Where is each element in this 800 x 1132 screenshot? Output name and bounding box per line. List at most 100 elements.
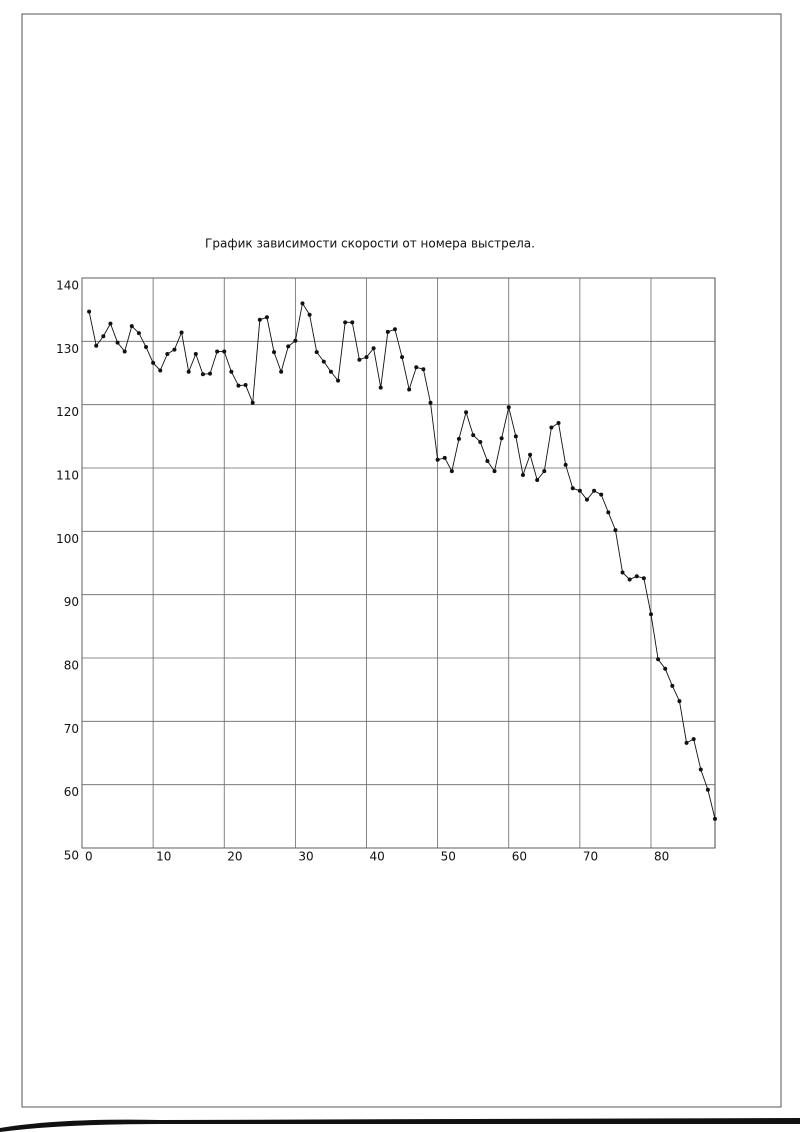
data-point: [279, 369, 284, 374]
x-tick-label: 10: [156, 850, 171, 864]
data-point: [208, 371, 213, 376]
data-point: [705, 787, 710, 792]
data-point: [371, 346, 376, 351]
data-point: [520, 472, 525, 477]
y-tick-label: 100: [56, 532, 79, 546]
data-point: [421, 367, 426, 372]
x-tick-label: 50: [441, 850, 456, 864]
data-point: [478, 440, 483, 445]
data-point: [87, 309, 92, 314]
chart-title: График зависимости скорости от номера вы…: [205, 237, 535, 251]
x-tick-label: 30: [298, 850, 313, 864]
data-point: [648, 612, 653, 617]
data-point: [250, 400, 255, 405]
y-tick-label: 70: [64, 722, 79, 736]
data-point: [328, 369, 333, 374]
data-point: [300, 301, 305, 306]
x-tick-label: 70: [583, 850, 598, 864]
data-point: [257, 317, 262, 322]
x-tick-label: 80: [654, 850, 669, 864]
data-point: [115, 340, 120, 345]
data-point: [357, 357, 362, 362]
data-point: [506, 405, 511, 410]
data-point: [613, 528, 618, 533]
data-point: [179, 330, 184, 335]
data-point: [385, 329, 390, 334]
data-point: [264, 315, 269, 320]
data-point: [528, 452, 533, 457]
data-point: [144, 345, 149, 350]
y-tick-label: 110: [56, 469, 79, 483]
data-point: [236, 383, 241, 388]
data-point: [542, 469, 547, 474]
data-point: [670, 683, 675, 688]
data-point: [634, 574, 639, 579]
data-point: [606, 510, 611, 515]
data-point: [307, 312, 312, 317]
data-point: [293, 338, 298, 343]
data-point: [570, 486, 575, 491]
data-point: [407, 387, 412, 392]
y-tick-label: 140: [56, 279, 79, 293]
data-point: [314, 350, 319, 355]
data-point: [535, 478, 540, 483]
x-tick-label: 20: [227, 850, 242, 864]
data-point: [563, 462, 568, 467]
data-point: [627, 577, 632, 582]
data-point: [336, 378, 341, 383]
data-point: [108, 321, 113, 326]
data-point: [165, 352, 170, 356]
data-point: [364, 355, 369, 360]
x-tick-label: 60: [512, 850, 527, 864]
data-point: [286, 344, 291, 349]
x-tick-label: 40: [369, 850, 384, 864]
data-point: [392, 327, 397, 332]
x-tick-label: 0: [85, 850, 93, 864]
data-point: [136, 331, 141, 336]
y-tick-label: 90: [64, 595, 79, 609]
data-point: [435, 457, 440, 462]
y-tick-label: 120: [56, 405, 79, 419]
data-point: [641, 576, 646, 581]
data-point: [449, 469, 454, 474]
data-point: [456, 436, 461, 441]
data-point: [414, 365, 419, 370]
data-point: [492, 469, 497, 474]
data-point: [464, 410, 469, 415]
data-point: [243, 383, 248, 388]
y-tick-label: 60: [64, 785, 79, 799]
data-point: [599, 492, 604, 497]
plot-frame: [81, 277, 716, 849]
data-point: [499, 436, 504, 441]
data-point: [584, 497, 589, 502]
data-point: [378, 385, 383, 390]
data-point: [200, 372, 205, 377]
data-point: [620, 570, 625, 575]
data-point: [101, 334, 106, 339]
data-point: [94, 343, 99, 348]
data-line: [88, 302, 716, 819]
page-border: [21, 13, 782, 1108]
data-point: [428, 400, 433, 405]
y-tick-label: 50: [64, 849, 79, 863]
data-point: [321, 359, 326, 364]
data-point: [577, 488, 582, 493]
data-point: [129, 324, 134, 329]
data-point: [592, 488, 597, 493]
y-tick-label: 80: [64, 659, 79, 673]
data-point: [485, 459, 490, 464]
data-point: [158, 368, 163, 373]
data-point: [193, 352, 198, 356]
data-point: [677, 699, 682, 704]
data-point: [471, 433, 476, 438]
data-point: [229, 369, 234, 374]
data-point: [442, 455, 447, 460]
data-point: [549, 425, 554, 430]
data-point: [663, 666, 668, 671]
data-point: [698, 767, 703, 772]
data-point: [400, 355, 405, 360]
data-point: [656, 657, 661, 662]
data-point: [215, 349, 220, 354]
data-point: [556, 421, 561, 426]
